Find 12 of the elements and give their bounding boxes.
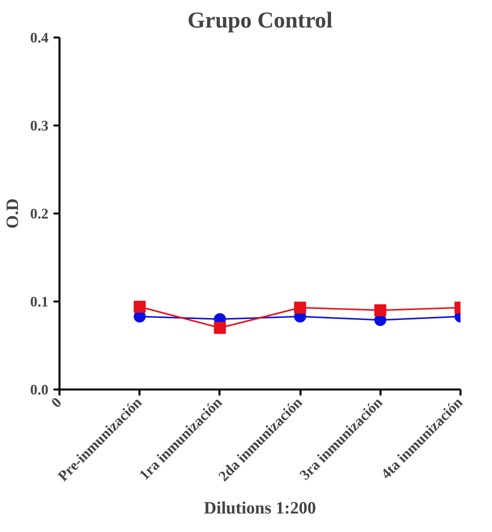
y-tick-label: 0.4 [30,30,50,46]
chart-title: Grupo Control [188,8,332,32]
y-axis-title: O.D [3,198,22,229]
y-tick-label: 0.1 [30,294,49,310]
y-tick-label: 0.2 [30,206,49,222]
point [374,304,386,316]
x-axis-title: Dilutions 1:200 [204,498,316,518]
y-tick-label: 0.0 [30,382,49,398]
point [214,322,226,334]
y-tick-label: 0.3 [30,118,49,134]
point [294,302,306,314]
point [134,300,146,313]
